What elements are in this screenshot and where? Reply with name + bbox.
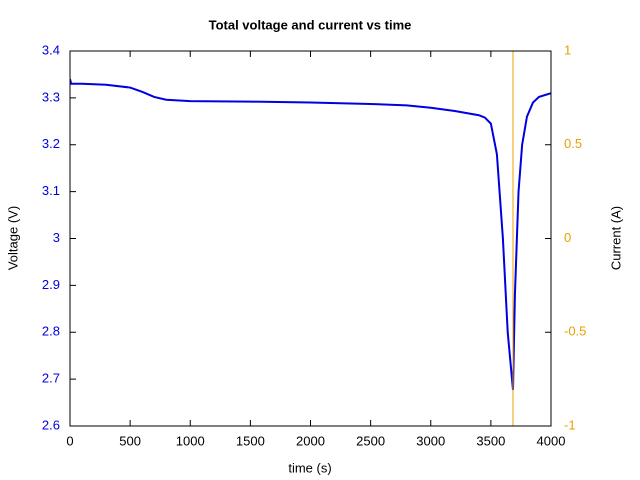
x-tick-label: 2000 (296, 433, 325, 448)
y-tick-label: 3.3 (42, 89, 60, 104)
x-tick-label: 1500 (236, 433, 265, 448)
y2-tick-label: 1 (564, 42, 571, 57)
y-tick-label: 3.2 (42, 136, 60, 151)
x-tick-label: 3500 (476, 433, 505, 448)
y-axis-label: Voltage (V) (5, 206, 20, 270)
x-tick-label: 4000 (537, 433, 566, 448)
y-tick-label: 2.6 (42, 417, 60, 432)
y2-tick-label: 0.5 (564, 136, 582, 151)
x-tick-label: 500 (119, 433, 141, 448)
x-tick-label: 1000 (176, 433, 205, 448)
x-tick-label: 0 (66, 433, 73, 448)
series-line (70, 78, 551, 391)
y2-tick-label: -1 (564, 417, 576, 432)
y-tick-label: 2.7 (42, 371, 60, 386)
y-tick-label: 2.8 (42, 324, 60, 339)
x-tick-label: 2500 (356, 433, 385, 448)
y-tick-label: 3.4 (42, 42, 60, 57)
x-axis-label: time (s) (288, 460, 331, 475)
y2-tick-label: -0.5 (564, 324, 586, 339)
y-tick-label: 2.9 (42, 277, 60, 292)
y2-tick-label: 0 (564, 230, 571, 245)
chart-title: Total voltage and current vs time (209, 17, 412, 32)
y-tick-label: 3.1 (42, 183, 60, 198)
plot-frame (69, 50, 552, 427)
y-tick-label: 3 (53, 230, 60, 245)
x-tick-label: 3000 (416, 433, 445, 448)
y2-axis-label: Current (A) (608, 206, 623, 270)
